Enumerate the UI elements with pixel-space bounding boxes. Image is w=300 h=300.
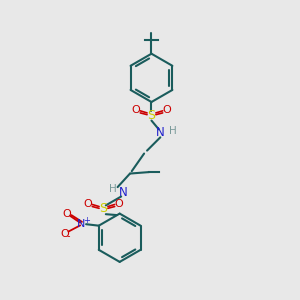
Text: +: + — [83, 216, 89, 225]
Text: O: O — [132, 105, 140, 115]
Text: O: O — [162, 105, 171, 115]
Text: N: N — [156, 126, 165, 140]
Text: O: O — [114, 199, 123, 208]
Text: O: O — [60, 229, 69, 238]
Text: H: H — [109, 184, 117, 194]
Text: S: S — [100, 202, 107, 215]
Text: H: H — [169, 126, 176, 136]
Text: N: N — [119, 187, 128, 200]
Text: O: O — [84, 199, 92, 208]
Text: S: S — [148, 109, 155, 122]
Text: -: - — [66, 232, 70, 242]
Text: N: N — [77, 219, 85, 229]
Text: O: O — [62, 209, 71, 219]
